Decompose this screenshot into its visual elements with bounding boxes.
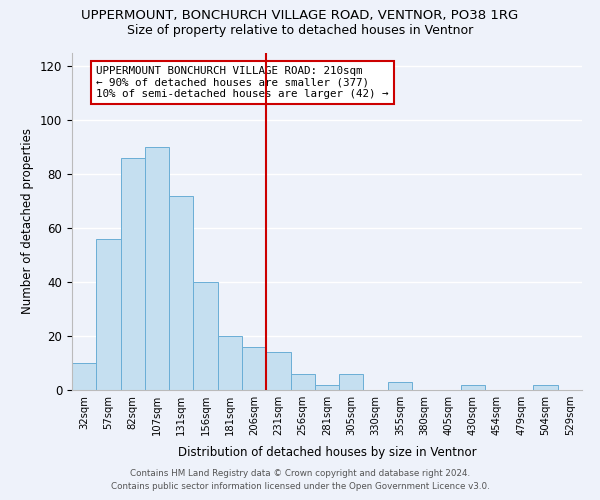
Bar — [193, 282, 218, 390]
Bar — [218, 336, 242, 390]
Text: UPPERMOUNT BONCHURCH VILLAGE ROAD: 210sqm
← 90% of detached houses are smaller (: UPPERMOUNT BONCHURCH VILLAGE ROAD: 210sq… — [96, 66, 389, 99]
Text: Contains HM Land Registry data © Crown copyright and database right 2024.
Contai: Contains HM Land Registry data © Crown c… — [110, 470, 490, 491]
Bar — [315, 384, 339, 390]
Bar — [121, 158, 145, 390]
Bar — [461, 384, 485, 390]
X-axis label: Distribution of detached houses by size in Ventnor: Distribution of detached houses by size … — [178, 446, 476, 460]
Bar — [72, 363, 96, 390]
Bar — [266, 352, 290, 390]
Bar — [388, 382, 412, 390]
Y-axis label: Number of detached properties: Number of detached properties — [22, 128, 34, 314]
Bar — [290, 374, 315, 390]
Bar — [145, 147, 169, 390]
Text: Size of property relative to detached houses in Ventnor: Size of property relative to detached ho… — [127, 24, 473, 37]
Bar — [242, 347, 266, 390]
Text: UPPERMOUNT, BONCHURCH VILLAGE ROAD, VENTNOR, PO38 1RG: UPPERMOUNT, BONCHURCH VILLAGE ROAD, VENT… — [82, 9, 518, 22]
Bar — [96, 239, 121, 390]
Bar — [533, 384, 558, 390]
Bar — [169, 196, 193, 390]
Bar — [339, 374, 364, 390]
